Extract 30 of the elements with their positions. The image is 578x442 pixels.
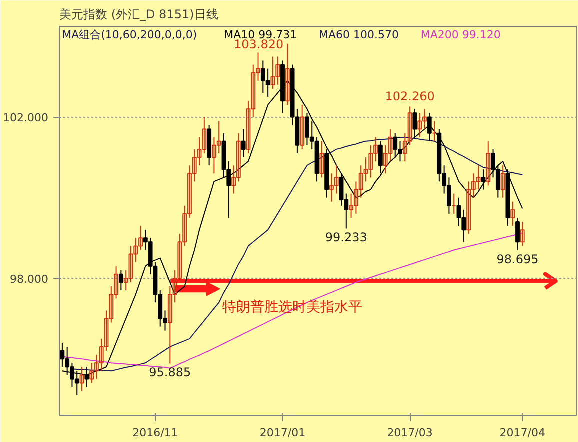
annotation: 95.885 — [149, 366, 192, 380]
x-tick-label: 2017/04 — [500, 426, 546, 440]
candlestick — [300, 104, 305, 150]
chart-title: 美元指数 (外汇_D 8151)日线 — [60, 8, 218, 22]
candlestick — [516, 217, 520, 251]
y-tick-label: 98.000 — [10, 272, 49, 286]
candlestick — [285, 43, 290, 106]
annotation: 99.233 — [325, 230, 368, 245]
candlestick — [481, 169, 486, 190]
candlestick — [241, 128, 246, 158]
candlestick — [427, 112, 432, 142]
candlestick — [118, 270, 124, 292]
candlestick — [412, 108, 418, 138]
y-tick-label: 102.000 — [3, 112, 49, 125]
annotation: MA组合(10,60,200,0,0,0) — [62, 28, 198, 42]
candlestick — [520, 222, 525, 247]
candlestick — [80, 366, 84, 392]
text: MA60 100.570 — [319, 28, 400, 42]
x-tick-label: 2016/11 — [132, 426, 178, 440]
text: MA200 99.120 — [420, 28, 501, 42]
x-tick-label: 2017/01 — [260, 426, 306, 440]
candlestick — [378, 140, 383, 174]
annotation: 102.260 — [385, 90, 435, 104]
candlestick — [486, 140, 491, 186]
x-tick-label: 2017/03 — [387, 426, 433, 440]
candlestick — [452, 193, 456, 214]
annotation: 98.695 — [496, 252, 539, 266]
candlestick — [510, 201, 516, 227]
candlestick — [320, 140, 324, 178]
candlestick — [500, 165, 506, 198]
